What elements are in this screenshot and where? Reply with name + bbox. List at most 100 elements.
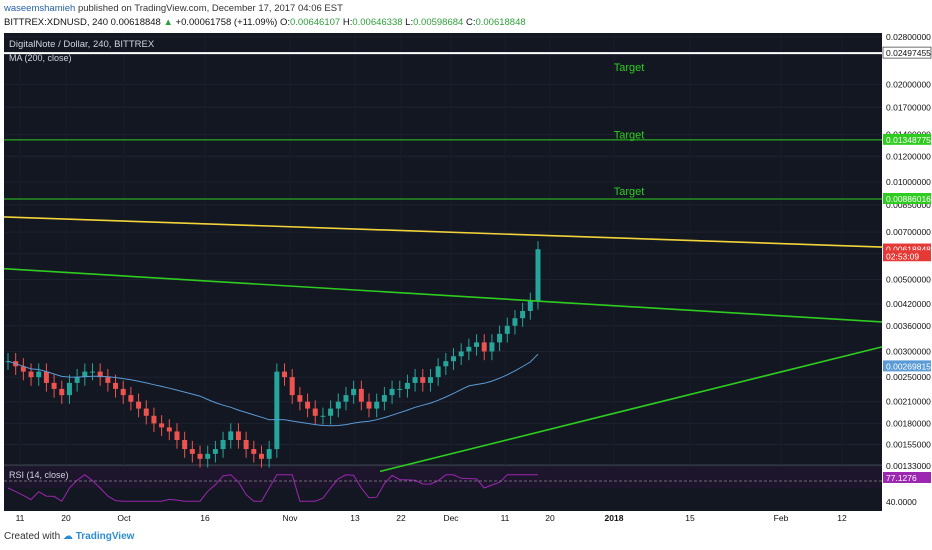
open-label: O: xyxy=(279,17,290,28)
candle-body xyxy=(451,356,457,362)
candle-body xyxy=(381,395,387,402)
y-tick-label: 0.00500000 xyxy=(886,275,931,285)
author-link[interactable]: waseemshamieh xyxy=(4,3,76,14)
rsi-value-label: 77.1276 xyxy=(886,473,917,483)
ma-legend: MA (200, close) xyxy=(9,53,72,63)
close-label: C: xyxy=(465,17,476,28)
lower-green-trendline xyxy=(379,346,883,473)
close-value: 0.00618848 xyxy=(475,17,526,28)
candle-body xyxy=(28,371,34,378)
candle-body xyxy=(89,371,95,373)
candle-body xyxy=(166,427,172,432)
high-value: 0.00646338 xyxy=(352,17,403,28)
candle-body xyxy=(97,371,103,378)
candle-body xyxy=(420,377,426,383)
candle-body xyxy=(189,449,195,454)
y-tick-label: 0.02000000 xyxy=(886,79,931,89)
price-label-bg xyxy=(882,46,932,59)
candle-body xyxy=(343,395,349,402)
price-axis[interactable] xyxy=(882,33,932,511)
tradingview-brand[interactable]: TradingView xyxy=(75,531,135,542)
candle-body xyxy=(512,318,518,326)
price-label: 0.00269815 xyxy=(886,361,931,371)
candle-body xyxy=(335,401,341,409)
axis-labels: 0.028000000.020000000.017000000.01400000… xyxy=(16,32,932,523)
candle-body xyxy=(66,382,72,396)
candle-body xyxy=(266,449,272,459)
price-label: 02:53:09 xyxy=(886,251,919,261)
candle-body xyxy=(351,388,357,396)
rsi-legend: RSI (14, close) xyxy=(9,470,69,480)
candle-body xyxy=(366,401,372,409)
candle-body xyxy=(320,415,326,417)
x-tick-label: Feb xyxy=(774,513,789,523)
price-label-bg xyxy=(883,250,931,262)
target-label: Target xyxy=(614,62,645,74)
symbol-label: BITTREX:XDNUSD, 240 xyxy=(4,17,108,28)
y-tick-label: 0.01700000 xyxy=(886,102,931,112)
upper-green-trendline xyxy=(3,267,883,323)
last-price: 0.00618848 xyxy=(110,17,161,28)
candle-body xyxy=(128,395,134,402)
target-lines: Target Target Target xyxy=(4,52,882,200)
price-label: 0.01348775 xyxy=(886,135,931,145)
rsi-level-label: 40.0000 xyxy=(886,497,917,507)
x-tick-label: 22 xyxy=(396,513,406,523)
published-text: published on TradingView.com, December 1… xyxy=(77,3,343,14)
created-with: Created with xyxy=(4,531,61,542)
rsi-value-bg xyxy=(883,472,931,483)
y-tick-label: 0.01200000 xyxy=(886,151,931,161)
x-tick-label: 20 xyxy=(545,513,555,523)
candle-body xyxy=(36,371,42,378)
candle-body xyxy=(20,366,26,372)
candle-body xyxy=(289,377,295,396)
price-label-bg xyxy=(883,193,931,205)
time-axis[interactable] xyxy=(4,511,882,525)
x-tick-label: Nov xyxy=(282,513,298,523)
candle-body xyxy=(205,453,211,459)
candle-body xyxy=(228,431,234,440)
x-tick-label: 11 xyxy=(501,513,510,523)
x-tick-label: 12 xyxy=(837,513,847,523)
y-tick-label: 0.00133000 xyxy=(886,461,931,471)
candle-body xyxy=(397,388,403,390)
target-label: Target xyxy=(614,130,645,142)
candle-body xyxy=(527,300,533,311)
candle-body xyxy=(136,401,142,409)
rsi-line xyxy=(7,474,538,502)
price-label: 0.00886016 xyxy=(886,194,931,204)
y-tick-label: 0.00180000 xyxy=(886,418,931,428)
ohlc-header: BITTREX:XDNUSD, 240 0.00618848 ▲ +0.0006… xyxy=(4,17,526,28)
y-tick-label: 0.00850000 xyxy=(886,200,931,210)
candle-body xyxy=(497,333,503,343)
candle-body xyxy=(427,377,433,383)
up-arrow-icon: ▲ xyxy=(163,17,173,28)
candle-body xyxy=(297,395,303,402)
candle-body xyxy=(458,351,464,357)
candle-body xyxy=(235,431,241,440)
open-value: 0.00646107 xyxy=(289,17,341,28)
x-tick-label: 13 xyxy=(350,513,360,523)
x-tick-label: Oct xyxy=(117,513,131,523)
candle-body xyxy=(481,342,487,352)
candle-body xyxy=(312,408,318,416)
x-tick-label: 15 xyxy=(685,513,695,523)
candle-body xyxy=(105,377,111,383)
candle-body xyxy=(328,408,334,416)
candle-body xyxy=(404,382,410,389)
candle-body xyxy=(74,377,80,383)
trendlines[interactable] xyxy=(3,216,883,473)
candle-body xyxy=(443,361,449,367)
candle-body xyxy=(435,366,441,378)
candle-body xyxy=(212,449,218,454)
x-tick-label: 2018 xyxy=(605,513,624,523)
candle-body xyxy=(174,431,180,440)
publish-header: waseemshamieh published on TradingView.c… xyxy=(4,3,343,14)
high-label: H: xyxy=(342,17,353,28)
candle-body xyxy=(389,388,395,396)
price-change: +0.00061758 (+11.09%) xyxy=(175,17,278,28)
candle-body xyxy=(220,439,226,450)
chart-background xyxy=(4,33,882,511)
